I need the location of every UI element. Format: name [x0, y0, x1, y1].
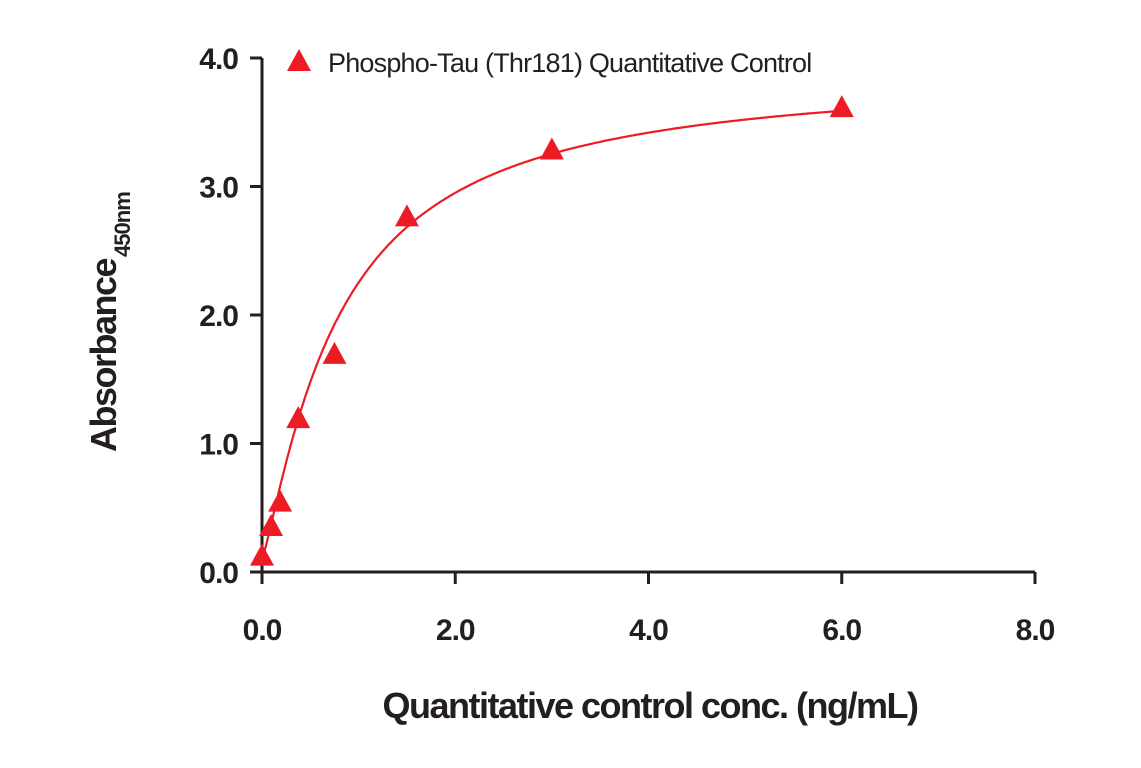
x-tick-label: 2.0 [436, 614, 475, 647]
legend: Phospho-Tau (Thr181) Quantitative Contro… [287, 48, 812, 78]
y-tick-label: 3.0 [199, 172, 238, 205]
legend-label: Phospho-Tau (Thr181) Quantitative Contro… [328, 48, 811, 78]
data-point-triangle [322, 341, 347, 364]
y-tick-label: 1.0 [199, 429, 238, 462]
x-tick-label: 4.0 [629, 614, 668, 647]
y-axis-label-subscript: 450nm [110, 192, 135, 257]
data-point-triangle [539, 137, 564, 160]
data-point-triangle [250, 543, 274, 566]
fit-curve [260, 109, 842, 560]
x-axis-label: Quantitative control conc. (ng/mL) [382, 685, 918, 726]
axes: 0.0 2.0 4.0 6.0 8.0 0.0 1.0 2.0 3.0 4.0 [199, 43, 1055, 647]
y-tick-label: 2.0 [199, 300, 238, 333]
data-point-triangle [268, 489, 293, 512]
data-points [250, 95, 854, 566]
x-tick-label: 0.0 [243, 614, 282, 647]
legend-marker-triangle [287, 49, 311, 71]
data-point-triangle [286, 406, 311, 429]
x-tick-label: 8.0 [1016, 614, 1055, 647]
x-tick-label: 6.0 [822, 614, 861, 647]
y-tick-label: 0.0 [199, 557, 238, 590]
data-point-triangle [394, 204, 419, 227]
y-axis-label: Absorbance [83, 258, 124, 452]
data-point-triangle [259, 514, 284, 537]
y-tick-label: 4.0 [199, 43, 238, 76]
data-point-triangle [829, 95, 854, 118]
